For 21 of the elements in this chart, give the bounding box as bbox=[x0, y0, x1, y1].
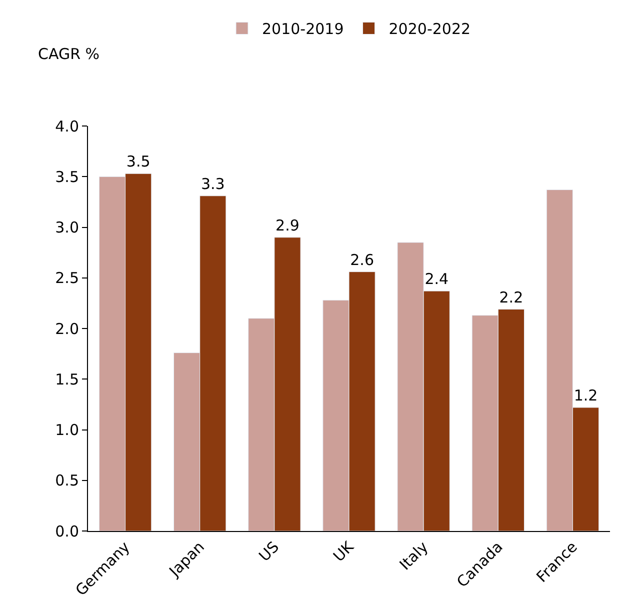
data-label: 3.3 bbox=[200, 174, 225, 193]
y-tick-label: 3.0 bbox=[55, 218, 79, 236]
legend-label: 2010-2019 bbox=[262, 20, 344, 38]
y-tick-label: 0.5 bbox=[55, 472, 79, 490]
y-tick-label: 2.5 bbox=[55, 269, 79, 288]
legend-label: 2020-2022 bbox=[388, 20, 471, 38]
x-tick-label: UK bbox=[330, 537, 358, 566]
data-label: 3.5 bbox=[126, 152, 150, 171]
y-tick-label: 3.5 bbox=[55, 168, 79, 186]
data-label: 2.6 bbox=[350, 250, 374, 269]
y-tick-label: 2.0 bbox=[55, 320, 79, 338]
data-label: 1.2 bbox=[574, 386, 598, 404]
y-tick-label: 4.0 bbox=[55, 117, 79, 136]
y-axis-title: CAGR % bbox=[38, 45, 100, 63]
data-label: 2.4 bbox=[424, 270, 449, 288]
data-label: 2.2 bbox=[499, 288, 524, 306]
y-tick-label: 1.5 bbox=[55, 370, 79, 388]
x-tick-label: US bbox=[255, 538, 283, 566]
y-tick-label: 0.0 bbox=[55, 522, 79, 540]
data-label: 2.9 bbox=[276, 216, 300, 234]
y-tick-label: 1.0 bbox=[55, 421, 79, 439]
